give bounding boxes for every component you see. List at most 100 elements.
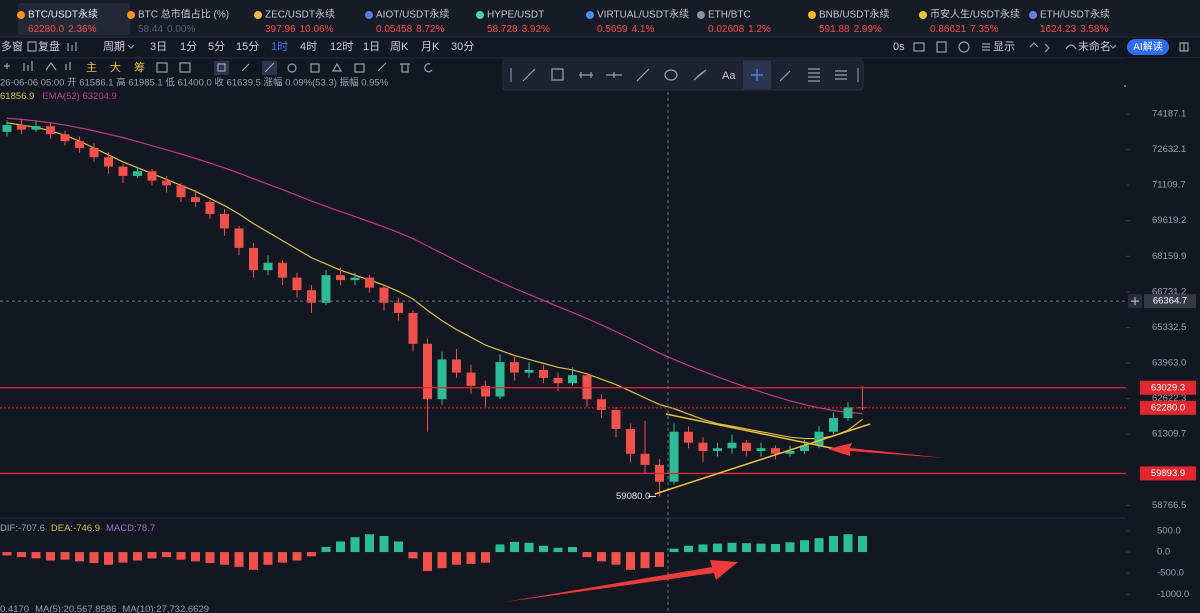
interval[interactable]: 30分 — [451, 40, 474, 53]
interval[interactable]: 15分 — [236, 40, 259, 53]
candle-body — [626, 428, 635, 454]
price-label: 59893.9 — [1151, 468, 1185, 479]
indicator-button[interactable]: 主 — [86, 61, 97, 74]
icon[interactable] — [287, 63, 297, 73]
macd-bar — [437, 552, 447, 569]
ticker-tab[interactable]: 币安人生/USDT永续 0.86621 7.35% — [919, 8, 1020, 35]
ticker-tab[interactable]: ZEC/USDT永续 397.96 10.06% — [254, 8, 335, 35]
ticker-change: 2.36% — [68, 24, 96, 35]
icon[interactable] — [217, 63, 226, 72]
ticker-price: 0.02608 — [708, 24, 745, 35]
icon[interactable] — [936, 41, 947, 53]
tool-icon[interactable] — [779, 70, 791, 82]
icon[interactable] — [331, 62, 343, 72]
macd-bar — [75, 552, 84, 562]
ticker-price: 0.86621 — [930, 24, 967, 35]
toolbar-button[interactable]: 0s — [893, 41, 905, 53]
icon[interactable] — [913, 42, 925, 52]
indicator-button[interactable]: 大 — [110, 60, 121, 74]
ticker-change: 7.35% — [970, 24, 998, 35]
tool-icon[interactable] — [579, 72, 593, 78]
icon[interactable] — [958, 41, 970, 53]
ticker-icon — [808, 11, 816, 19]
ticker-quote: 1624.23 3.58% — [1040, 24, 1109, 35]
footer-entry: MA(5):20,567.8586 — [35, 604, 116, 613]
ticker-name: AIOT/USDT永续 — [376, 8, 449, 21]
interval[interactable]: 4时 — [300, 40, 317, 53]
tool-icon[interactable] — [751, 69, 763, 81]
macd-bar — [307, 552, 316, 557]
icon[interactable] — [1179, 42, 1189, 52]
icon[interactable] — [424, 63, 433, 73]
icon[interactable] — [310, 63, 320, 73]
ticker-icon — [697, 11, 705, 19]
tool-icon[interactable] — [664, 69, 678, 81]
ticker-tab[interactable]: BTC 总市值占比 (%) 58.44 0.00% — [127, 8, 229, 35]
ticker-price: 62280.0 — [28, 24, 65, 35]
ticker-tab[interactable]: ETH/BTC 0.02608 1.2% — [697, 10, 771, 35]
candle-body — [669, 431, 679, 482]
ticker-price: 591.88 — [819, 24, 850, 35]
legend-entry: MACD:78.7 — [106, 523, 155, 534]
ticker-tab[interactable]: BNB/USDT永续 591.88 2.99% — [808, 8, 890, 35]
layout-name[interactable]: 未命名 — [1078, 39, 1111, 53]
tool-icon[interactable] — [693, 69, 707, 81]
macd-bar — [147, 552, 157, 559]
icon[interactable] — [264, 62, 275, 73]
ticker-change: 10.06% — [300, 24, 334, 35]
icon[interactable] — [377, 62, 387, 72]
toolbar-button[interactable]: 显示 — [993, 40, 1015, 53]
y-tick-label: 71109.7 — [1152, 180, 1186, 191]
footer-entry: MA(10):27,732.6629 — [122, 604, 209, 613]
icon[interactable] — [354, 63, 365, 73]
indicator-button[interactable]: 筹 — [134, 60, 145, 74]
interval[interactable]: 1日 — [363, 41, 380, 53]
interval[interactable]: 3日 — [150, 41, 167, 53]
interval[interactable]: 周K — [390, 40, 409, 53]
icon[interactable] — [241, 63, 250, 72]
icon[interactable] — [982, 43, 990, 51]
tool-icon[interactable] — [835, 70, 847, 80]
interval[interactable]: 12时 — [330, 40, 353, 53]
tool-icon[interactable] — [606, 72, 622, 78]
ai-button[interactable]: AI解读 — [1133, 40, 1162, 53]
interval-active[interactable]: 1时 — [271, 40, 288, 53]
icon[interactable] — [400, 63, 410, 73]
macd-bar — [394, 541, 403, 553]
interval[interactable]: 5分 — [208, 40, 225, 53]
crosshair-plus[interactable] — [1131, 297, 1139, 306]
ticker-quote: 0.86621 7.35% — [930, 24, 999, 35]
tool-text[interactable]: Aa — [722, 70, 736, 82]
ticker-tab[interactable]: BTC/USDT永续 62280.0 2.36% — [17, 8, 98, 35]
tool-icon[interactable] — [808, 68, 820, 82]
candle-body — [800, 445, 809, 451]
ticker-price: 1624.23 — [1040, 24, 1077, 35]
interval[interactable]: 月K — [421, 41, 440, 53]
candle-body — [495, 362, 505, 397]
interval[interactable]: 1分 — [180, 40, 197, 53]
candle-body — [684, 431, 693, 443]
toolbar-button[interactable]: 周期 — [103, 40, 125, 53]
ticker-quote: 62280.0 2.36% — [28, 24, 97, 35]
ai-button-bg[interactable] — [1127, 39, 1169, 55]
y-tick-label: 65332.5 — [1152, 322, 1186, 333]
toolbar-button[interactable]: 复盘 — [38, 39, 60, 53]
macd-bar — [162, 552, 171, 558]
toolbar: 多窗 复盘 周期 3日 1分 5分 15分 1时 4时 12时 1日 周K 月K… — [1, 39, 1189, 55]
candle-body — [437, 359, 447, 400]
candle-body — [278, 262, 287, 278]
tool-icon[interactable] — [636, 68, 650, 82]
toolbar-button[interactable]: 多窗 — [1, 39, 23, 53]
icon[interactable] — [1029, 42, 1050, 53]
tool-icon[interactable] — [522, 68, 536, 82]
ticker-tab[interactable]: AIOT/USDT永续 0.05458 8.72% — [365, 8, 449, 35]
icon[interactable] — [179, 62, 191, 73]
icon[interactable] — [156, 62, 168, 73]
icon[interactable] — [1065, 44, 1077, 50]
ticker-tab[interactable]: ETH/USDT永续 1624.23 3.58% — [1029, 8, 1110, 35]
tool-icon[interactable] — [551, 68, 564, 81]
ticker-tab[interactable]: VIRTUAL/USDT永续 0.5659 4.1% — [586, 8, 689, 35]
macd-bar — [31, 552, 41, 559]
candle-body — [481, 385, 490, 397]
ticker-tab[interactable]: HYPE/USDT 58.728 3.92% — [476, 10, 550, 35]
